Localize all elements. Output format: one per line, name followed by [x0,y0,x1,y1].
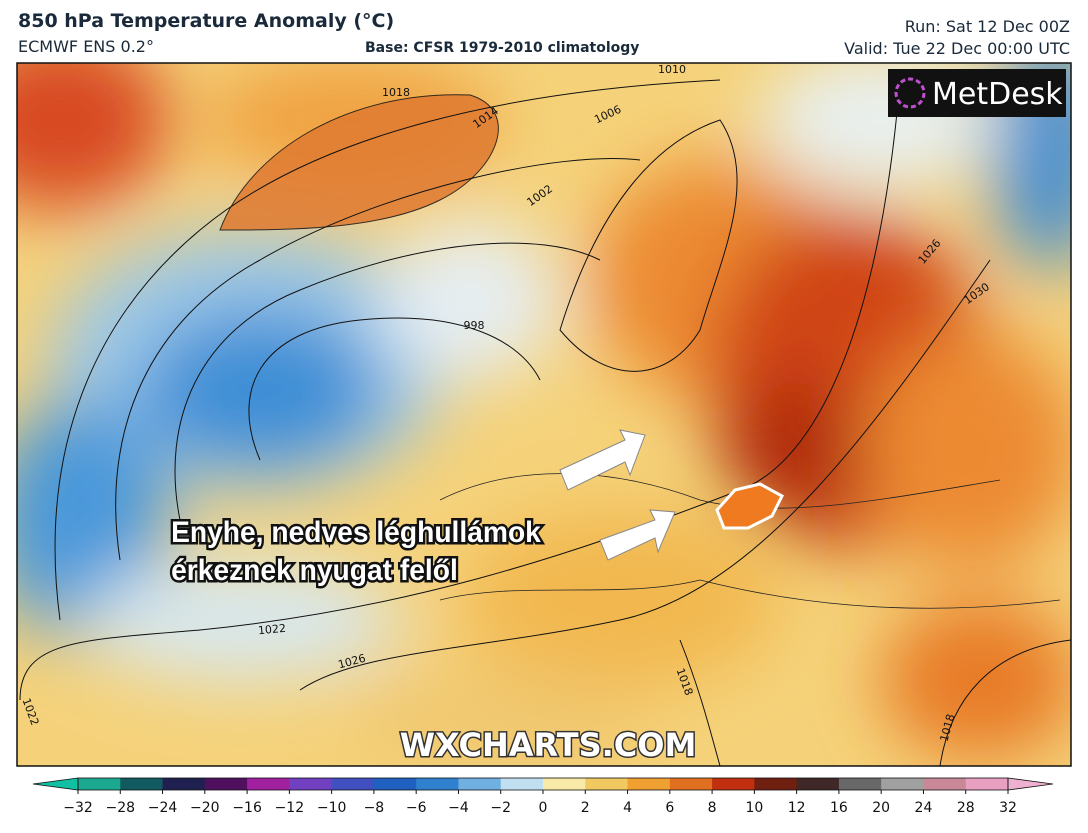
colorbar-segment [289,778,333,790]
colorbar-segment [204,778,248,790]
colorbar-tick-label: 6 [665,800,674,816]
colorbar-tick-label: −24 [148,800,178,816]
colorbar-tick-label: 2 [581,800,590,816]
colorbar-over [1007,777,1054,791]
colorbar-tick-label: 16 [830,800,848,816]
colorbar-tick-label: 0 [539,800,548,816]
colorbar-segment [416,778,459,790]
colorbar-tick-label: 20 [872,800,890,816]
colorbar-tick-label: −4 [448,800,469,816]
colorbar-tick-label: −10 [317,800,347,816]
colorbar-tick-label: 4 [623,800,632,816]
annotation: Enyhe, nedves léghullámok érkeznek nyuga… [169,514,544,590]
map [17,63,1071,766]
colorbar-tick-label: 8 [708,800,717,816]
model: ECMWF ENS 0.2° [18,37,154,56]
colorbar-segment [754,778,798,790]
valid: Valid: Tue 22 Dec 00:00 UTC [844,39,1070,58]
colorbar-tick-label: −28 [105,800,135,816]
colorbar-tick-label: 28 [957,800,975,816]
colorbar-segment [923,778,967,790]
watermark: WXCHARTS.COM [400,726,697,764]
title: 850 hPa Temperature Anomaly (°C) [18,10,394,32]
colorbar-segment [838,778,882,790]
colorbar-under [32,777,79,791]
logo: MetDesk [888,69,1066,117]
annotation-line: érkeznek nyugat felől [171,554,458,587]
colorbar-tick-label: −2 [490,800,511,816]
isobar-label: 1010 [658,63,686,76]
colorbar-segment [120,778,164,790]
colorbar-tick-label: 24 [915,800,933,816]
colorbar-tick-label: −12 [275,800,305,816]
colorbar-tick-label: −32 [63,800,93,816]
colorbar-tick-label: −20 [190,800,220,816]
colorbar-tick-label: 10 [745,800,763,816]
colorbar-segment [543,778,586,790]
colorbar-tick-label: 12 [788,800,806,816]
colorbar-tick-label: −6 [406,800,427,816]
isobar-label: 1018 [382,86,410,99]
colorbar-segment [78,778,121,790]
colorbar-segment [881,778,924,790]
colorbar-tick-label: −8 [364,800,385,816]
colorbar-segment [712,778,755,790]
colorbar-segment [162,778,206,790]
colorbar-segment [585,778,629,790]
colorbar: −32 −28 −24 −20 −16 −12 −10 −8 −6 −4 −2 0 2 4 6 8 10 12 16… [32,777,1054,816]
isobar-label: 1022 [257,622,286,637]
colorbar-segment [331,778,375,790]
colorbar-segment [500,778,544,790]
isobar-label: 998 [464,319,485,332]
colorbar-tick-label: 32 [999,800,1017,816]
colorbar-segment [669,778,713,790]
colorbar-segment [965,778,1009,790]
colorbar-segment [796,778,840,790]
logo-text: MetDesk [932,77,1063,112]
map-frame [16,62,1072,767]
colorbar-segment [458,778,502,790]
run: Run: Sat 12 Dec 00Z [905,17,1070,36]
colorbar-segment [247,778,290,790]
base: Base: CFSR 1979-2010 climatology [365,40,639,56]
annotation-line: Enyhe, nedves léghullámok [171,516,542,549]
colorbar-tick-label: −16 [232,800,262,816]
colorbar-segment [373,778,417,790]
colorbar-segment [627,778,671,790]
